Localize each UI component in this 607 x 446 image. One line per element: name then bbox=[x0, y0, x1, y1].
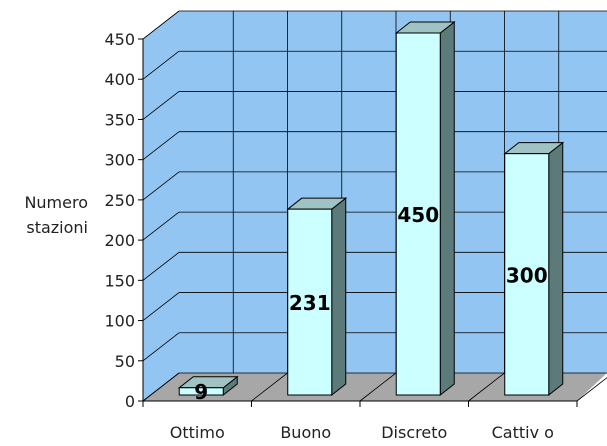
bar-front-3 bbox=[504, 153, 550, 396]
floor-divider-0 bbox=[142, 372, 180, 402]
y-tick-label-3: 150 bbox=[104, 271, 135, 290]
floor-divider-1 bbox=[251, 372, 288, 402]
gridline-side-9 bbox=[142, 10, 180, 40]
bar-ottimo bbox=[177, 375, 239, 397]
bar-side-1 bbox=[331, 197, 347, 397]
y-tick-label-8: 400 bbox=[104, 70, 135, 89]
data-label-1: 231 bbox=[289, 291, 331, 315]
data-label-2: 450 bbox=[397, 203, 439, 227]
gridline-side-2 bbox=[142, 292, 180, 321]
y-axis-label: Numero stazioni bbox=[4, 190, 88, 240]
floor-divider-4 bbox=[576, 377, 607, 402]
bar-buono bbox=[286, 197, 348, 397]
gridline-side-3 bbox=[142, 252, 180, 281]
gridline-side-1 bbox=[142, 332, 180, 362]
side-wall bbox=[143, 11, 179, 401]
floor-divider-2 bbox=[359, 372, 397, 402]
y-tick-label-5: 250 bbox=[104, 191, 135, 210]
bar-front-1 bbox=[287, 208, 333, 396]
bar-discreto bbox=[394, 20, 456, 397]
bar-side-3 bbox=[548, 141, 564, 397]
y-tick-label-7: 350 bbox=[104, 110, 135, 129]
y-axis-label-line-2: stazioni bbox=[26, 218, 88, 237]
x-tick-label-3: Cattiv o bbox=[492, 423, 554, 441]
bar-side-2 bbox=[439, 20, 455, 397]
floor-divider-3 bbox=[468, 372, 505, 402]
y-tick-label-2: 100 bbox=[104, 312, 135, 331]
gridline-side-8 bbox=[142, 50, 180, 80]
gridline-side-6 bbox=[142, 131, 180, 160]
y-tick-label-0: 0 bbox=[125, 392, 135, 411]
data-label-3: 300 bbox=[506, 263, 548, 287]
y-tick-label-6: 300 bbox=[104, 151, 135, 170]
gridline-side-5 bbox=[142, 171, 180, 201]
y-tick-label-4: 200 bbox=[104, 231, 135, 250]
y-tick-label-9: 450 bbox=[104, 30, 135, 49]
gridline-side-7 bbox=[142, 91, 180, 120]
floor bbox=[143, 373, 607, 401]
x-tick-label-0: Ottimo bbox=[170, 423, 225, 441]
bar-front-0 bbox=[178, 387, 224, 396]
x-tick-label-1: Buono bbox=[280, 423, 331, 441]
y-tick-label-1: 50 bbox=[115, 352, 135, 371]
x-tick-label-2: Discreto bbox=[381, 423, 447, 441]
bar-cattivo bbox=[503, 141, 565, 397]
data-label-0: 9 bbox=[194, 380, 208, 404]
gridline-side-4 bbox=[142, 211, 180, 241]
y-axis-label-line-1: Numero bbox=[24, 193, 88, 212]
bar-front-2 bbox=[395, 32, 441, 396]
